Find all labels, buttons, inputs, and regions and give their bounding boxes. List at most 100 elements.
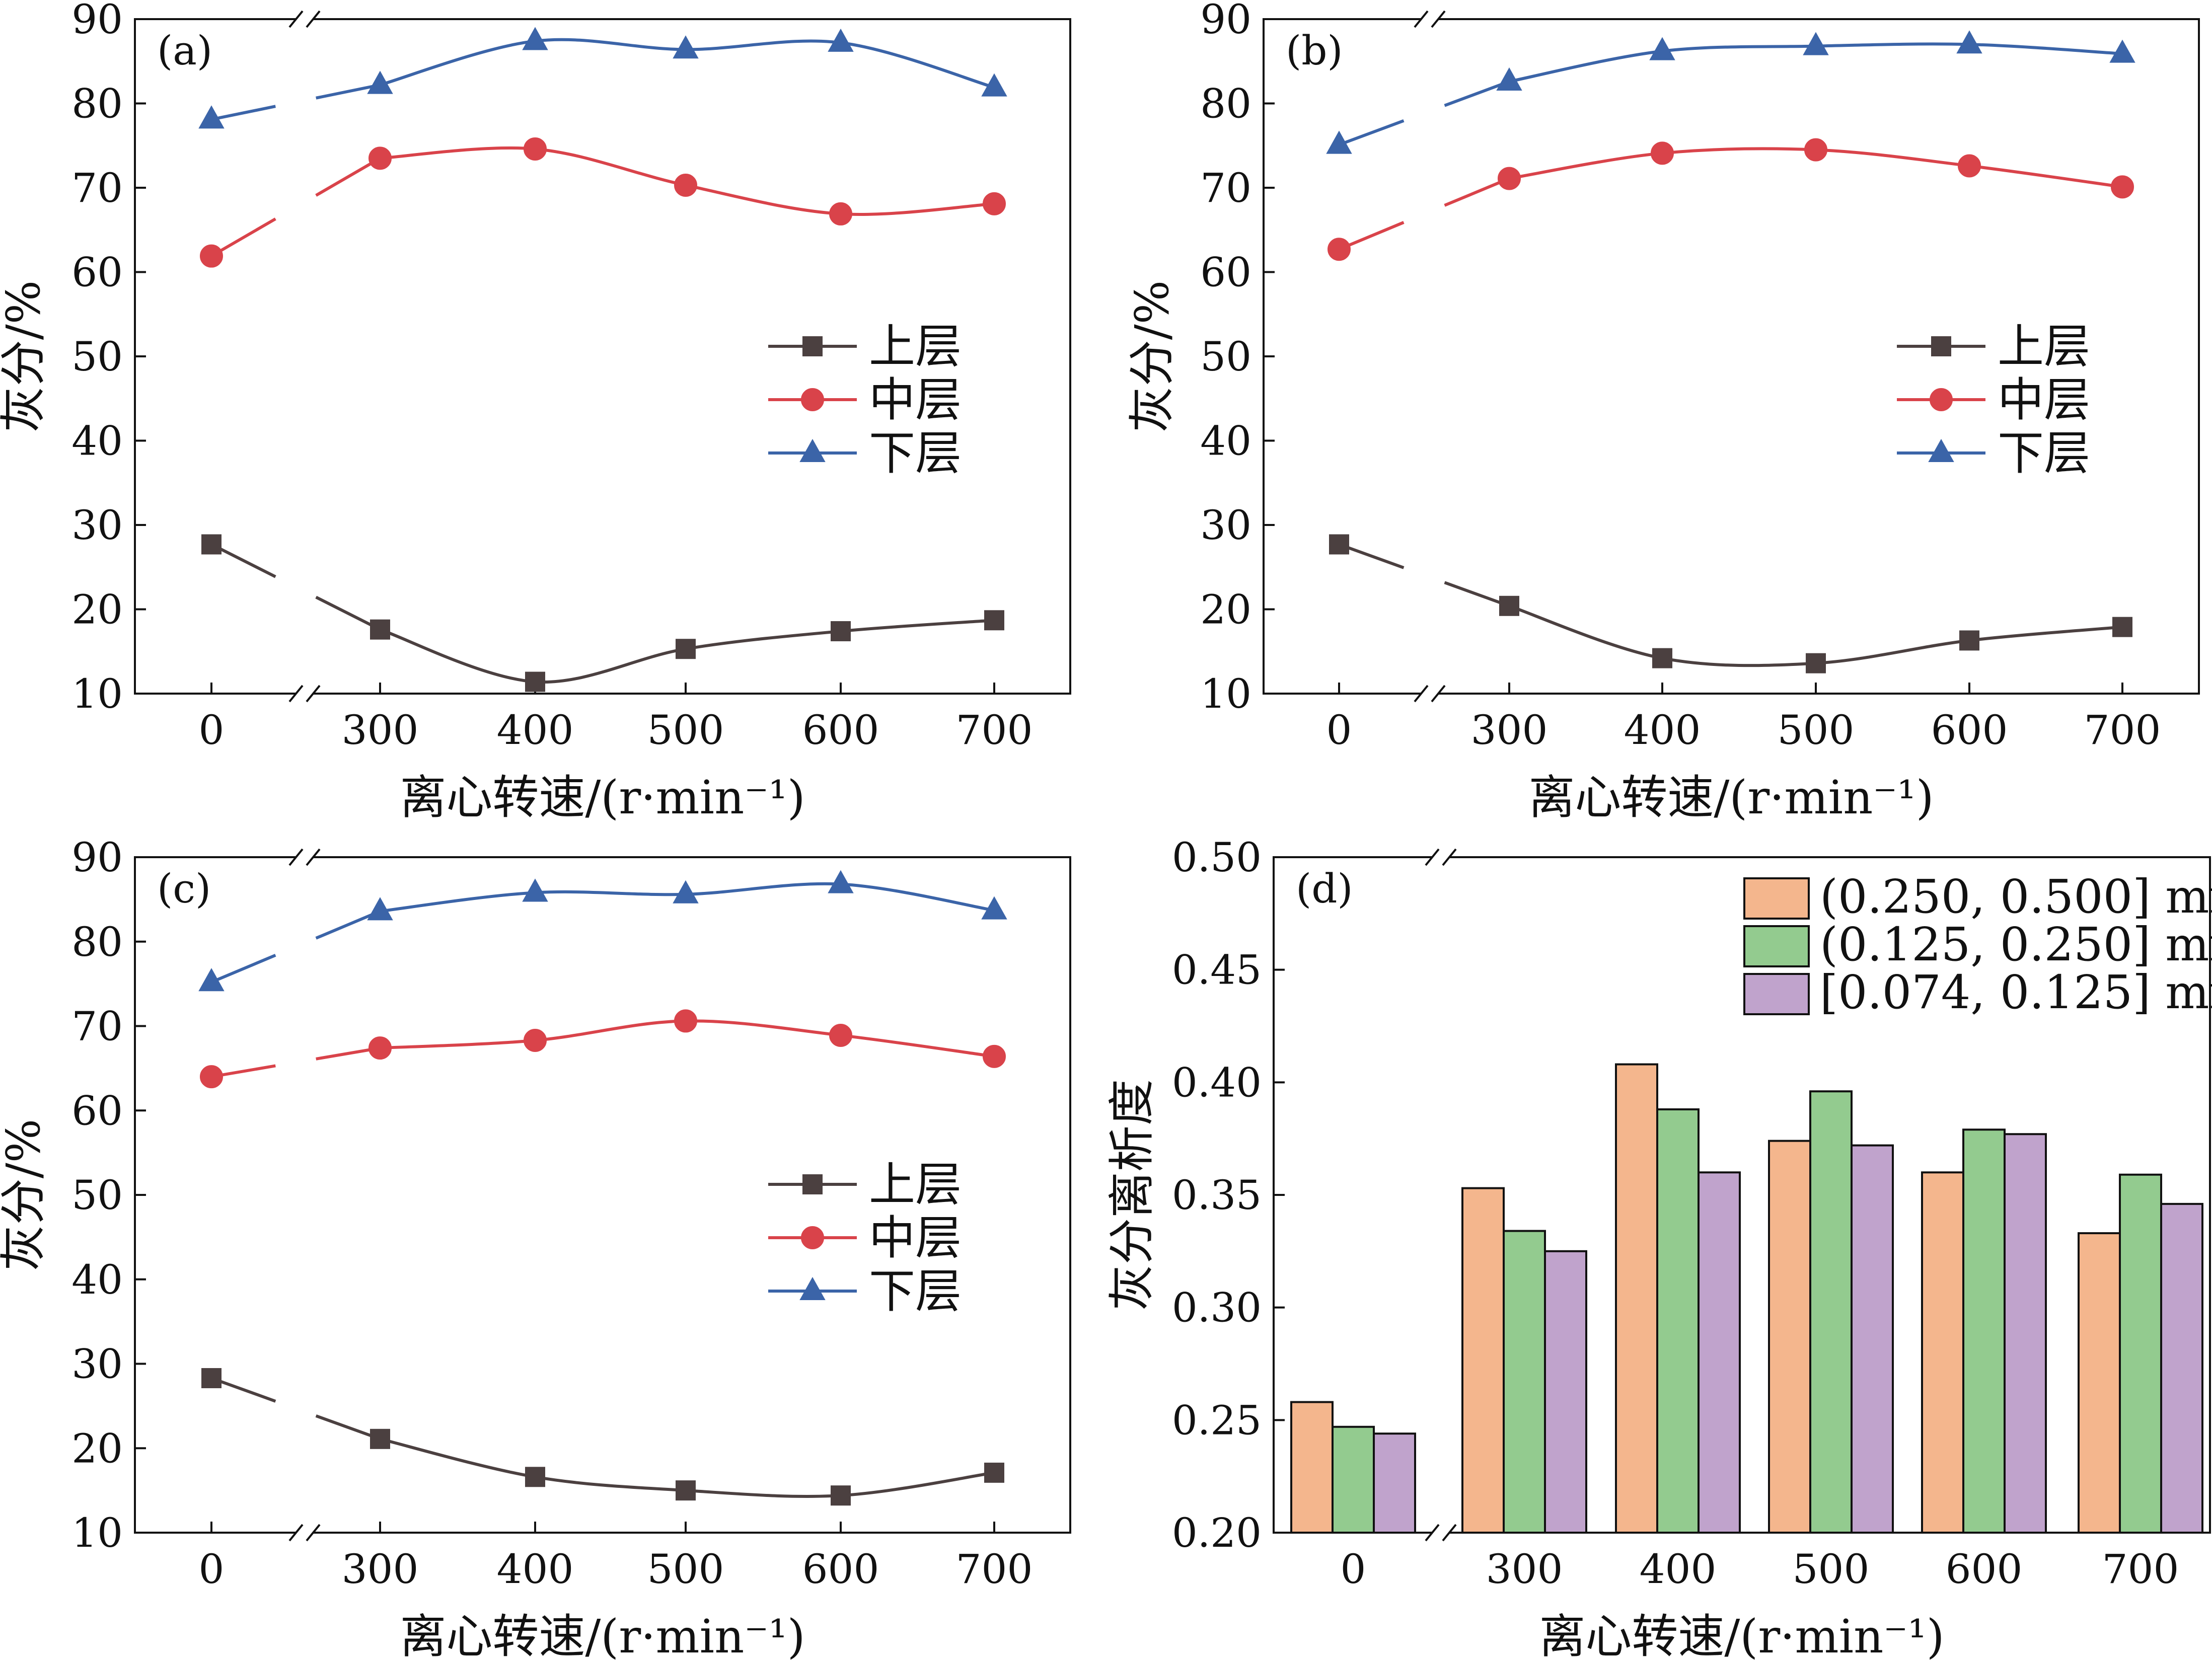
data-point-triangle: [1496, 67, 1522, 91]
bar-0: [1290, 1401, 1334, 1534]
y-tick-label: 30: [1200, 502, 1251, 549]
data-point-circle: [1930, 388, 1953, 411]
data-point-circle: [524, 1029, 547, 1052]
chart-panel-d: 0.20 0.25 0.30 0.35 0.40 0.45 0.50 0 300 400 500 60…: [1105, 834, 2212, 1660]
axis-break-mark: [306, 685, 321, 703]
x-tick-label: 0: [1326, 707, 1352, 753]
axis-break-mark: [288, 10, 304, 28]
x-tick-label: 300: [1486, 1546, 1563, 1593]
data-point-triangle: [799, 1276, 826, 1300]
legend-swatch: [1743, 877, 1810, 920]
y-tick-label: 10: [71, 1510, 123, 1556]
x-tick-label: 600: [1946, 1546, 2023, 1593]
data-point-square: [1652, 648, 1672, 668]
axis-break-mark: [288, 848, 304, 866]
legend-label: (0.125, 0.250] mm: [1820, 918, 2212, 971]
y-tick-label: 70: [71, 1003, 123, 1050]
x-tick-label: 400: [497, 1546, 574, 1593]
axis-break-mark: [1425, 1524, 1440, 1542]
data-point-triangle: [1326, 130, 1352, 154]
series-line-break-segment: [210, 543, 276, 578]
x-axis-title: 离心转速/(r·min⁻¹): [1539, 1610, 1944, 1660]
x-axis-title: 离心转速/(r·min⁻¹): [400, 1610, 805, 1660]
bar-1: [1332, 1425, 1375, 1534]
y-tick-label: 0.50: [1172, 834, 1262, 881]
x-tick-label: 300: [342, 1546, 419, 1593]
data-point-circle: [829, 202, 852, 225]
axis-break-gap: [297, 1524, 313, 1542]
y-tick-label: 0.20: [1172, 1510, 1262, 1556]
bar-1: [1962, 1128, 2006, 1534]
data-point-square: [2112, 617, 2132, 637]
data-point-circle: [829, 1023, 852, 1047]
data-point-circle: [1498, 167, 1521, 190]
data-point-triangle: [2109, 39, 2135, 63]
bar-2: [1698, 1171, 1741, 1534]
bar-2: [1544, 1250, 1587, 1534]
legend-swatch: [1743, 973, 1810, 1015]
data-point-square: [984, 610, 1004, 631]
data-point-square: [984, 1462, 1004, 1483]
x-tick-label: 400: [497, 707, 574, 753]
bar-1: [1809, 1090, 1853, 1534]
panel-label: (d): [1296, 865, 1353, 912]
bar-1: [1503, 1230, 1546, 1534]
y-tick-label: 0.45: [1172, 947, 1262, 994]
series-line-break-segment: [1338, 221, 1405, 251]
y-axis-title: 灰分离析度: [1105, 1079, 1159, 1311]
axis-break-mark: [1442, 1524, 1457, 1542]
data-point-square: [802, 336, 823, 356]
data-point-circle: [1958, 154, 1981, 178]
x-tick-label: 300: [1471, 707, 1548, 753]
x-tick-label: 500: [647, 1546, 724, 1593]
y-tick-label: 10: [71, 670, 123, 717]
legend-label: 中层: [869, 1211, 962, 1265]
legend-swatch: [1743, 925, 1810, 967]
legend-label: 上层: [1998, 320, 2090, 373]
x-tick-label: 400: [1640, 1546, 1717, 1593]
x-tick-label: 700: [956, 707, 1033, 753]
y-tick-label: 20: [71, 586, 123, 633]
y-tick-label: 0.30: [1172, 1285, 1262, 1331]
data-point-square: [525, 671, 545, 692]
data-point-circle: [2111, 175, 2134, 199]
data-point-square: [201, 534, 222, 555]
data-point-triangle: [1928, 438, 1954, 462]
data-point-triangle: [828, 28, 854, 52]
data-point-circle: [801, 1226, 824, 1249]
data-point-triangle: [522, 27, 548, 50]
data-point-triangle: [198, 105, 225, 129]
y-tick-label: 90: [1200, 0, 1251, 43]
y-tick-label: 30: [71, 502, 123, 549]
data-point-square: [525, 1467, 545, 1487]
x-tick-label: 700: [2102, 1546, 2179, 1593]
bar-2: [2160, 1202, 2203, 1534]
y-tick-label: 0.40: [1172, 1059, 1262, 1106]
data-point-circle: [200, 1065, 223, 1089]
data-point-circle: [801, 388, 824, 411]
series-line-break-segment: [1338, 543, 1405, 569]
legend-label: (0.250, 0.500] mm: [1820, 870, 2212, 924]
chart-panel-c: 10 20 30 40 50 60 70 80 90 0 300 400 500 600 700 (c) 离心转…: [0, 834, 1071, 1660]
axis-break-gap: [1433, 1524, 1449, 1542]
bar-2: [1851, 1144, 1894, 1534]
x-tick-label: 500: [1793, 1546, 1870, 1593]
axis-break-mark: [1442, 848, 1457, 866]
y-axis-title: 灰分/%: [1125, 280, 1179, 432]
data-point-triangle: [981, 73, 1007, 97]
data-point-square: [676, 639, 696, 659]
y-tick-label: 70: [1200, 165, 1251, 211]
x-tick-label: 600: [802, 707, 879, 753]
y-tick-label: 20: [71, 1425, 123, 1472]
series-line-break-segment: [210, 217, 276, 258]
y-tick-label: 30: [71, 1341, 123, 1388]
y-axis-title: 灰分/%: [0, 1119, 50, 1271]
y-tick-label: 40: [1200, 418, 1251, 465]
data-point-square: [201, 1368, 222, 1389]
series-line-break-segment: [1444, 80, 1510, 107]
y-tick-label: 90: [71, 834, 123, 881]
data-point-square: [1329, 534, 1349, 555]
data-point-triangle: [1803, 32, 1829, 55]
axis-break-mark: [1431, 10, 1446, 28]
axis-break-gap: [297, 848, 313, 866]
